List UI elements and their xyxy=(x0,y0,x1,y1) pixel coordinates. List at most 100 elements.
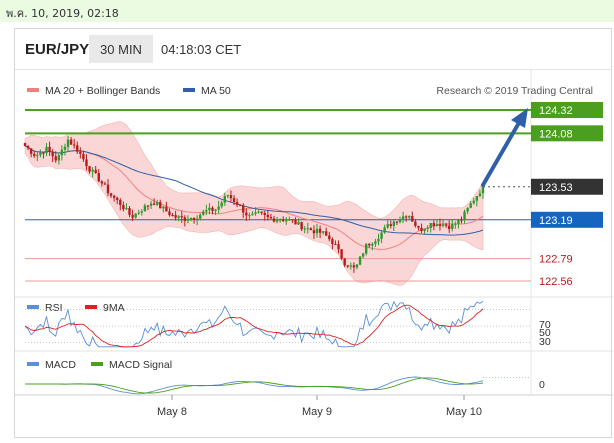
candle-body xyxy=(475,195,479,201)
candle-body xyxy=(245,212,248,216)
candle-body xyxy=(226,195,230,197)
candle-body xyxy=(171,215,174,217)
candle-body xyxy=(131,214,134,218)
candle-body xyxy=(444,224,448,226)
rsi-pane xyxy=(24,300,531,348)
candle-body xyxy=(214,209,217,211)
candle-body xyxy=(368,243,371,246)
research-credit: Research © 2019 Trading Central xyxy=(436,85,593,97)
candle-body xyxy=(260,211,263,213)
candle-body xyxy=(202,211,205,215)
candle-body xyxy=(42,152,45,154)
candle-body xyxy=(417,225,420,228)
candle-body xyxy=(79,151,82,154)
top-date-bar: พ.ค. 10, 2019, 02:18 xyxy=(0,0,614,22)
candle-body xyxy=(248,215,251,217)
candle-body xyxy=(76,145,79,152)
macd-legend: MACD MACD Signal xyxy=(27,359,172,371)
candle-body xyxy=(297,222,300,225)
candle-body xyxy=(162,206,165,209)
x-axis: May 8 May 9 May 10 xyxy=(157,395,482,418)
candle-body xyxy=(223,196,226,203)
candle-body xyxy=(36,154,39,156)
level-label-122.79: 122.79 xyxy=(539,254,573,266)
rsi-level-30: 30 xyxy=(539,336,551,348)
ma50-legend-label: MA 50 xyxy=(201,85,231,97)
candlesticks xyxy=(23,135,485,273)
candle-body xyxy=(285,220,288,222)
candle-body xyxy=(177,216,180,218)
candle-body xyxy=(386,224,389,228)
candle-body xyxy=(33,153,36,156)
candle-body xyxy=(441,224,445,226)
candle-body xyxy=(235,201,239,205)
candle-body xyxy=(29,148,33,154)
candle-body xyxy=(63,146,67,150)
chart-header: EUR/JPY 30 MIN 04:18:03 CET xyxy=(15,29,611,70)
timeframe-label: 30 MIN xyxy=(100,42,142,57)
bollinger-band-area xyxy=(24,121,484,286)
candle-body xyxy=(238,204,242,206)
candle-body xyxy=(220,202,223,207)
candle-body xyxy=(315,228,319,234)
x-label-0: May 8 xyxy=(157,406,187,418)
candle-body xyxy=(112,195,116,198)
candle-body xyxy=(288,219,291,221)
chart-frame: EUR/JPY 30 MIN 04:18:03 CET MA 20 + Boll… xyxy=(14,28,613,438)
timeframe-button[interactable]: 30 MIN xyxy=(89,35,153,63)
candle-body xyxy=(340,249,343,259)
candle-body xyxy=(174,215,177,218)
macd-signal-line xyxy=(25,377,484,394)
candle-body xyxy=(140,211,144,213)
ma20-legend-label: MA 20 + Bollinger Bands xyxy=(45,85,160,97)
candle-body xyxy=(125,208,128,210)
candle-body xyxy=(199,214,202,219)
candle-body xyxy=(309,228,313,231)
level-label-bg-123.19 xyxy=(531,211,603,228)
macd-pane xyxy=(25,376,531,395)
candle-body xyxy=(481,186,485,194)
x-label-2: May 10 xyxy=(446,406,482,418)
rsi-ma-line xyxy=(24,304,484,348)
candle-body xyxy=(374,241,377,244)
candle-body xyxy=(183,217,187,221)
candle-body xyxy=(39,152,42,155)
macd-legend-label: MACD xyxy=(45,359,76,371)
candle-body xyxy=(346,265,349,267)
candle-body xyxy=(254,212,257,214)
candle-body xyxy=(51,151,54,157)
candle-body xyxy=(423,228,426,232)
candle-body xyxy=(411,216,414,222)
candle-body xyxy=(328,235,331,240)
level-label-bg-124.08 xyxy=(531,125,603,142)
rsi-line xyxy=(24,300,484,348)
candle-body xyxy=(88,166,91,172)
key-levels xyxy=(25,109,531,282)
candle-body xyxy=(321,231,325,233)
level-label-bg-123.53 xyxy=(531,178,603,195)
candle-body xyxy=(355,264,359,268)
bollinger-band xyxy=(24,121,484,286)
candle-body xyxy=(389,224,392,226)
candle-body xyxy=(60,149,64,156)
rsi-level-50: 50 xyxy=(539,327,551,339)
candle-body xyxy=(48,146,51,152)
candle-body xyxy=(334,243,337,245)
candle-body xyxy=(242,205,245,213)
candle-body xyxy=(303,228,306,230)
candle-body xyxy=(82,153,85,160)
x-label-1: May 9 xyxy=(302,406,332,418)
candle-body xyxy=(447,225,451,229)
candle-body xyxy=(45,146,48,154)
candle-body xyxy=(134,213,137,218)
candle-body xyxy=(478,193,482,196)
candle-body xyxy=(426,227,429,229)
candle-body xyxy=(189,217,193,220)
candle-body xyxy=(116,197,119,200)
candle-body xyxy=(103,183,107,185)
candle-body xyxy=(66,139,70,147)
candle-body xyxy=(325,231,328,236)
candle-body xyxy=(192,217,196,220)
candle-body xyxy=(229,195,233,199)
candle-body xyxy=(460,219,463,221)
